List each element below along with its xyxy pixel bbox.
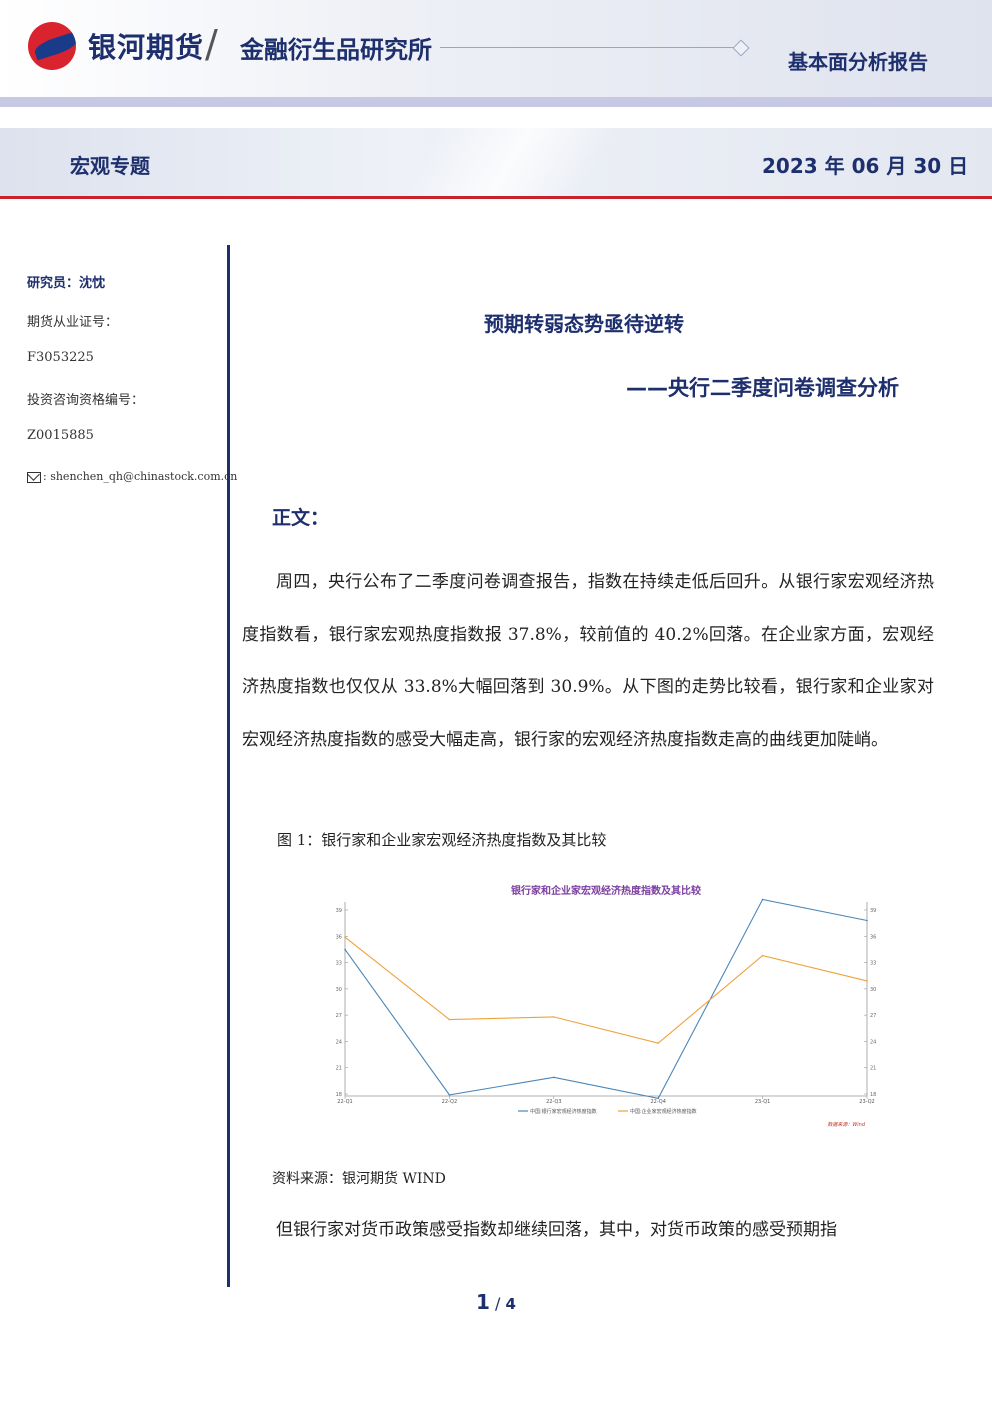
header-divider (0, 97, 992, 107)
y-tick-label-left: 36 (336, 934, 342, 940)
sidebar-divider (227, 245, 230, 1287)
band-decoration (380, 128, 640, 196)
data-point (761, 954, 764, 957)
mail-icon (27, 471, 41, 483)
invest-cert-label: 投资咨询资格编号： (27, 393, 145, 408)
company-logo-icon (28, 22, 76, 70)
company-name: 银河期货 (88, 31, 205, 64)
y-tick-label-right: 33 (870, 961, 876, 967)
email-row[interactable]: : shenchen_qh@chinastock.com.cn (27, 470, 237, 483)
y-tick-label-left: 21 (336, 1066, 342, 1072)
page-current: 1 (476, 1290, 490, 1314)
y-tick-label-left: 27 (336, 1013, 342, 1019)
red-rule (0, 196, 992, 199)
series-line-1 (344, 898, 868, 1100)
y-tick-label-left: 33 (336, 961, 342, 967)
line-chart: 银行家和企业家宏观经济热度指数及其比较 18 18 21 21 24 24 27 27 30 30… (336, 884, 877, 1128)
report-type: 基本面分析报告 (788, 50, 928, 74)
header-band (0, 0, 992, 100)
x-tick-label: 23-Q1 (755, 1099, 770, 1105)
data-point (344, 936, 346, 938)
data-point (448, 1018, 451, 1021)
x-tick-label: 23-Q2 (859, 1099, 874, 1105)
decorative-line (440, 47, 736, 48)
chart-title: 银行家和企业家宏观经济热度指数及其比较 (511, 884, 701, 897)
chart: 银行家和企业家宏观经济热度指数及其比较 18 18 21 21 24 24 27 27 30 30… (330, 878, 882, 1144)
paragraph-2: 但银行家对货币政策感受指数却继续回落，其中，对货币政策的感受预期指 (276, 1220, 837, 1240)
y-tick-label-right: 21 (870, 1066, 876, 1072)
email-link[interactable]: shenchen_qh@chinastock.com.cn (50, 470, 238, 483)
data-point (761, 898, 764, 901)
researcher-name: 研究员：沈忱 (27, 276, 106, 291)
y-tick-label-right: 36 (870, 934, 876, 940)
figure-caption: 图 1：银行家和企业家宏观经济热度指数及其比较 (277, 831, 607, 849)
body-heading: 正文： (272, 507, 330, 529)
slash-divider: / (205, 22, 218, 66)
series-line-2 (344, 936, 868, 1044)
data-point (448, 1094, 451, 1096)
section-label: 宏观专题 (70, 154, 150, 178)
data-point (866, 919, 868, 922)
x-tick-label: 22-Q4 (650, 1099, 665, 1105)
report-date: 2023 年 06 月 30 日 (762, 154, 969, 178)
y-tick-label-right: 30 (870, 987, 876, 993)
y-tick-label-left: 24 (336, 1039, 342, 1045)
x-tick-label: 22-Q2 (442, 1099, 457, 1105)
article-subtitle: ——央行二季度问卷调查分析 (626, 376, 899, 400)
data-point (344, 948, 346, 951)
data-point (657, 1042, 659, 1044)
data-point (553, 1076, 555, 1079)
y-tick-label-right: 27 (870, 1013, 876, 1019)
y-tick-label-left: 18 (336, 1092, 342, 1098)
legend-label-2: 中国:企业家宏观经济热度指数 (630, 1108, 697, 1115)
data-point (657, 1097, 659, 1100)
y-tick-label-left: 39 (336, 908, 342, 914)
chart-source-note: 数据来源：Wind (827, 1121, 866, 1128)
y-tick-label-right: 18 (870, 1092, 876, 1098)
figure-source: 资料来源：银河期货 WIND (272, 1171, 446, 1187)
y-tick-label-right: 39 (870, 908, 876, 914)
futures-cert-label: 期货从业证号： (27, 315, 119, 330)
futures-cert-number: F3053225 (27, 350, 94, 365)
page-total: 4 (505, 1295, 516, 1313)
page-number: 1 / 4 (0, 1290, 992, 1314)
data-point (553, 1016, 555, 1018)
legend-label-1: 中国:银行家宏观经济热度指数 (530, 1108, 597, 1115)
page-separator: / (495, 1294, 501, 1313)
data-point (866, 980, 868, 982)
article-title: 预期转弱态势亟待逆转 (484, 312, 684, 336)
paragraph-1: 周四，央行公布了二季度问卷调查报告，指数在持续走低后回升。从银行家宏观经济热度指… (242, 572, 934, 750)
invest-cert-number: Z0015885 (27, 428, 94, 443)
x-tick-label: 22-Q3 (546, 1099, 561, 1105)
y-tick-label-left: 30 (336, 987, 342, 993)
x-tick-label: 22-Q1 (337, 1099, 352, 1105)
y-tick-label-right: 24 (870, 1039, 876, 1045)
institute-name: 金融衍生品研究所 (240, 36, 432, 64)
